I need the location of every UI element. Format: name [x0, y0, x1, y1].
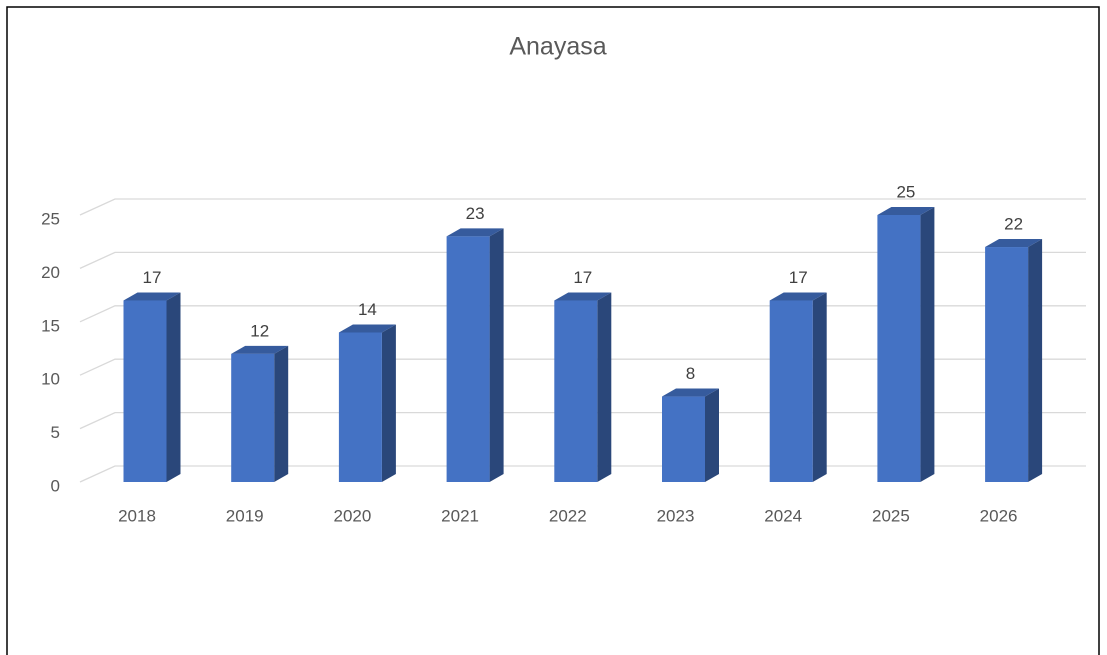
x-tick-label: 2024 [764, 506, 802, 525]
bar [446, 236, 490, 482]
value-label: 17 [143, 268, 162, 287]
value-label: 14 [358, 300, 377, 319]
bar-side [597, 292, 612, 482]
y-tick-label: 15 [41, 316, 60, 335]
y-tick-label: 0 [51, 476, 60, 495]
bar [769, 300, 813, 482]
x-tick-label: 2020 [333, 506, 371, 525]
bar-side [705, 388, 719, 482]
value-label: 17 [573, 268, 592, 287]
grid-line [79, 358, 1086, 376]
value-label: 12 [250, 321, 269, 340]
bar [554, 300, 598, 482]
bar [877, 215, 921, 482]
bar-top [231, 345, 289, 354]
y-tick-label: 5 [51, 423, 60, 442]
bar [231, 353, 275, 482]
bar-top [662, 388, 719, 397]
grid-line [79, 198, 1086, 216]
grid-line [79, 251, 1086, 269]
bar-top [554, 292, 612, 301]
bar-top [338, 324, 396, 333]
bar [662, 396, 705, 482]
x-tick-label: 2019 [226, 506, 264, 525]
bar-side [489, 228, 504, 482]
value-label: 22 [1004, 215, 1023, 234]
x-tick-label: 2022 [549, 506, 587, 525]
grid-line [79, 305, 1086, 323]
bar [123, 300, 167, 482]
y-tick-label: 10 [41, 370, 60, 389]
value-label: 23 [466, 204, 485, 223]
value-label: 8 [686, 364, 695, 383]
bar-side [920, 207, 935, 482]
grid-line [79, 465, 1086, 483]
bar-side [166, 292, 181, 482]
x-tick-label: 2018 [118, 506, 156, 525]
bar-top [877, 207, 935, 215]
bar [985, 247, 1029, 482]
value-label: 17 [789, 268, 808, 287]
y-tick-label: 25 [41, 209, 60, 228]
bar-side [381, 324, 396, 482]
y-tick-label: 20 [41, 263, 60, 282]
chart-title: Anayasa [509, 33, 606, 61]
bar-top [123, 292, 181, 301]
bar-side [812, 292, 827, 482]
bar [338, 332, 382, 482]
bar-top [446, 228, 504, 237]
bar-top [769, 292, 827, 301]
bar-side [1028, 239, 1043, 482]
value-label: 25 [896, 182, 915, 201]
x-tick-label: 2025 [872, 506, 910, 525]
bar-side [274, 345, 289, 482]
bar-top [985, 239, 1043, 248]
x-tick-label: 2026 [980, 506, 1018, 525]
grid-line [79, 411, 1086, 430]
x-tick-label: 2021 [441, 506, 479, 525]
x-tick-label: 2023 [657, 506, 695, 525]
